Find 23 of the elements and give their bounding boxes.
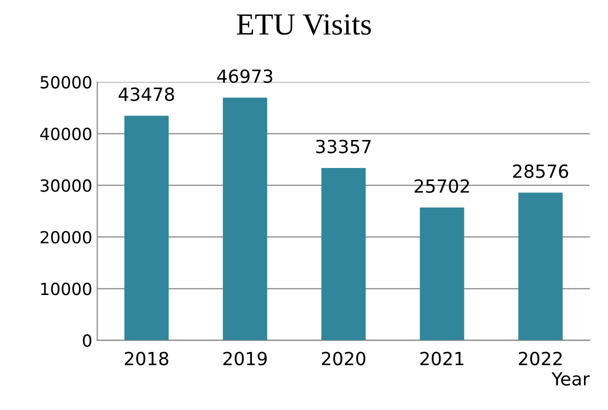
data-label: 28576 [513, 164, 568, 178]
y-tick-label: 50000 [40, 76, 92, 89]
bar [321, 168, 366, 340]
data-label: 25702 [414, 179, 469, 193]
x-tick-label: 2019 [223, 352, 267, 366]
bar [420, 208, 464, 340]
y-tick-label: 20000 [40, 230, 92, 244]
x-tick-label: 2018 [124, 352, 168, 366]
bar [222, 98, 268, 340]
x-tick-label: 2020 [322, 352, 366, 366]
y-tick-label: 10000 [41, 282, 92, 296]
y-tick-label: 0 [82, 334, 92, 347]
data-label: 43478 [118, 87, 174, 102]
y-tick-label: 30000 [40, 179, 92, 192]
x-tick-label: 2022 [518, 352, 562, 366]
x-axis-title: Year [551, 372, 590, 386]
data-label: 33357 [316, 140, 371, 154]
bar [124, 116, 169, 340]
bar [518, 192, 563, 340]
chart-title: ETU Visits [236, 14, 371, 35]
data-label: 46973 [217, 69, 272, 84]
x-tick-label: 2021 [420, 352, 464, 366]
y-tick-label: 40000 [40, 128, 92, 140]
